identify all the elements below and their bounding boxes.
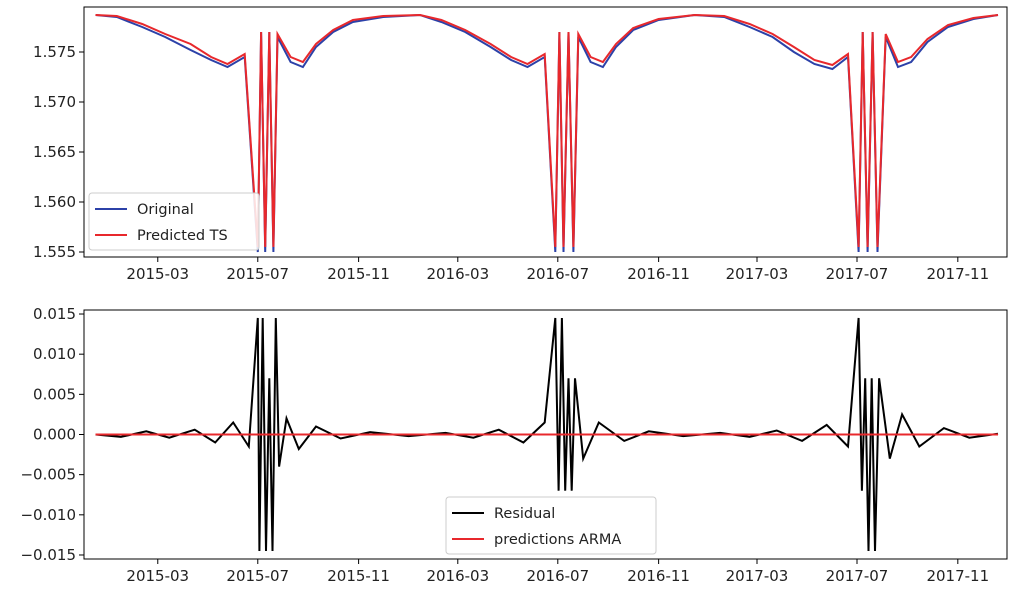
top-legend: Original Predicted TS	[88, 192, 260, 251]
bottom-legend: Residual predictions ARMA	[445, 496, 657, 555]
y-tick-label: 0.015	[33, 305, 76, 323]
y-tick-label: 1.570	[33, 93, 76, 111]
x-tick-label: 2016-11	[627, 265, 690, 283]
x-tick-label: 2015-11	[327, 265, 390, 283]
top-chart: 2015-03 2015-07 2015-11 2016-03 2016-07 2016-…	[33, 6, 1008, 283]
legend-label-arma: predictions ARMA	[494, 532, 621, 548]
y-tick-label: 1.565	[33, 143, 76, 161]
bottom-chart: 2015-03 2015-07 2015-11 2016-03 2016-07 2016-…	[20, 305, 1008, 585]
bottom-x-axis: 2015-03 2015-07 2015-11 2016-03 2016-07 2016-…	[126, 559, 989, 585]
legend-label-original: Original	[137, 202, 194, 218]
series-line-0-1	[95, 13, 999, 248]
x-tick-label: 2017-03	[726, 265, 789, 283]
y-tick-label: 0.005	[33, 385, 76, 403]
y-tick-label: −0.005	[20, 466, 76, 484]
x-tick-label: 2017-11	[926, 567, 989, 585]
bottom-legend-box	[445, 496, 657, 555]
bottom-series-layer	[95, 317, 999, 552]
x-tick-label: 2016-07	[526, 265, 589, 283]
legend-label-residual: Residual	[494, 506, 555, 522]
legend-label-predicted: Predicted TS	[137, 228, 228, 244]
x-tick-label: 2015-11	[327, 567, 390, 585]
x-tick-label: 2016-03	[426, 265, 489, 283]
x-tick-label: 2015-07	[226, 567, 289, 585]
y-tick-label: 1.575	[33, 43, 76, 61]
top-y-axis: 1.555 1.560 1.565 1.570 1.575	[33, 43, 84, 261]
x-tick-label: 2015-03	[126, 567, 189, 585]
x-tick-label: 2016-07	[526, 567, 589, 585]
x-tick-label: 2017-07	[826, 567, 889, 585]
y-tick-label: 1.555	[33, 243, 76, 261]
y-tick-label: 0.000	[33, 426, 76, 444]
x-tick-label: 2017-03	[726, 567, 789, 585]
top-legend-box	[88, 192, 260, 251]
top-x-axis: 2015-03 2015-07 2015-11 2016-03 2016-07 2016-…	[126, 257, 989, 283]
y-tick-label: 0.010	[33, 345, 76, 363]
x-tick-label: 2017-07	[826, 265, 889, 283]
x-tick-label: 2015-03	[126, 265, 189, 283]
top-series-layer	[95, 13, 999, 253]
bottom-y-axis: 0.015 0.010 0.005 0.000 −0.005 −0.010 −0.015	[20, 305, 84, 564]
x-tick-label: 2016-11	[627, 567, 690, 585]
x-tick-label: 2016-03	[426, 567, 489, 585]
x-tick-label: 2017-11	[926, 265, 989, 283]
y-tick-label: −0.015	[20, 546, 76, 564]
y-tick-label: −0.010	[20, 506, 76, 524]
x-tick-label: 2015-07	[226, 265, 289, 283]
y-tick-label: 1.560	[33, 193, 76, 211]
